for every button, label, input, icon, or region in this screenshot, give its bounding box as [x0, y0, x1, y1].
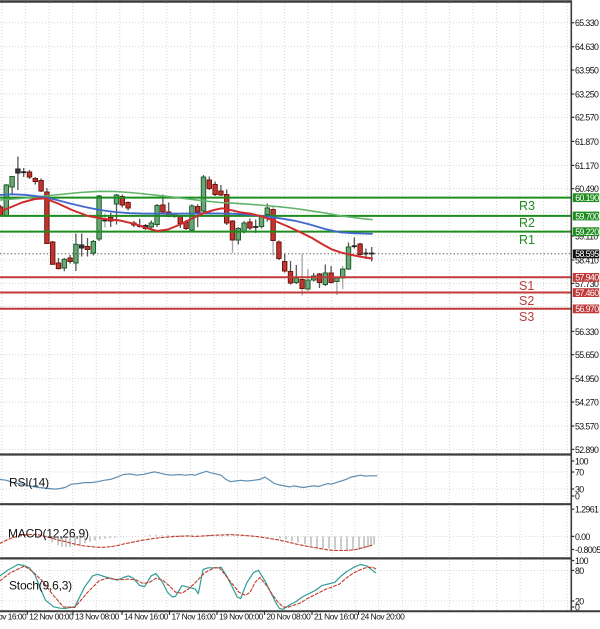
- svg-text:-0.8005: -0.8005: [575, 545, 600, 555]
- svg-text:1.2961: 1.2961: [575, 505, 599, 515]
- svg-text:RSI(14): RSI(14): [9, 476, 49, 490]
- svg-text:13 Nov 08:00: 13 Nov 08:00: [75, 612, 120, 622]
- svg-text:61.170: 61.170: [575, 161, 599, 171]
- svg-text:59.700: 59.700: [575, 211, 599, 221]
- svg-text:57.940: 57.940: [575, 273, 599, 283]
- svg-text:80: 80: [575, 566, 584, 576]
- svg-text:57.460: 57.460: [575, 288, 599, 298]
- svg-text:100: 100: [575, 456, 589, 466]
- svg-text:R2: R2: [519, 216, 535, 230]
- svg-text:Stoch(9,6,3): Stoch(9,6,3): [9, 579, 72, 593]
- svg-text:MACD(12,26,9): MACD(12,26,9): [8, 527, 89, 541]
- svg-text:56.970: 56.970: [575, 304, 599, 314]
- svg-text:19 Nov 00:00: 19 Nov 00:00: [219, 612, 264, 622]
- svg-text:54.270: 54.270: [575, 397, 599, 407]
- svg-text:20: 20: [575, 596, 584, 606]
- svg-text:0: 0: [575, 491, 580, 501]
- svg-text:59.220: 59.220: [575, 227, 599, 237]
- svg-text:0: 0: [575, 602, 580, 612]
- svg-text:65.330: 65.330: [575, 18, 599, 28]
- svg-text:24 Nov 20:00: 24 Nov 20:00: [361, 612, 406, 622]
- svg-text:56.330: 56.330: [575, 327, 599, 337]
- svg-text:21 Nov 16:00: 21 Nov 16:00: [314, 612, 359, 622]
- svg-text:S1: S1: [519, 279, 534, 293]
- svg-text:54.950: 54.950: [575, 374, 599, 384]
- svg-text:S2: S2: [519, 294, 534, 308]
- svg-text:R1: R1: [519, 233, 535, 247]
- svg-text:70: 70: [575, 467, 584, 477]
- svg-text:100: 100: [575, 556, 589, 566]
- svg-text:17 Nov 16:00: 17 Nov 16:00: [172, 612, 217, 622]
- svg-text:58.595: 58.595: [575, 249, 599, 259]
- svg-text:64.630: 64.630: [575, 42, 599, 52]
- svg-text:55.650: 55.650: [575, 350, 599, 360]
- svg-text:S3: S3: [519, 310, 534, 324]
- svg-text:59.110: 59.110: [575, 231, 598, 241]
- svg-text:12 Nov 00:00: 12 Nov 00:00: [29, 612, 74, 622]
- svg-text:20 Nov 08:00: 20 Nov 08:00: [267, 612, 312, 622]
- svg-text:14 Nov 16:00: 14 Nov 16:00: [124, 612, 169, 622]
- svg-text:63.950: 63.950: [575, 65, 599, 75]
- svg-text:30: 30: [575, 484, 584, 494]
- svg-text:0.00: 0.00: [575, 532, 590, 542]
- svg-text:52.890: 52.890: [575, 445, 599, 455]
- svg-text:11 Nov 16:00: 11 Nov 16:00: [0, 612, 27, 622]
- svg-text:62.570: 62.570: [575, 113, 599, 123]
- svg-text:57.730: 57.730: [575, 279, 599, 289]
- svg-text:60.490: 60.490: [575, 184, 599, 194]
- svg-text:61.870: 61.870: [575, 137, 599, 147]
- svg-text:58.410: 58.410: [575, 255, 599, 265]
- svg-text:60.190: 60.190: [575, 193, 599, 203]
- svg-text:63.250: 63.250: [575, 89, 599, 99]
- svg-text:R3: R3: [519, 199, 535, 213]
- svg-text:53.570: 53.570: [575, 421, 599, 431]
